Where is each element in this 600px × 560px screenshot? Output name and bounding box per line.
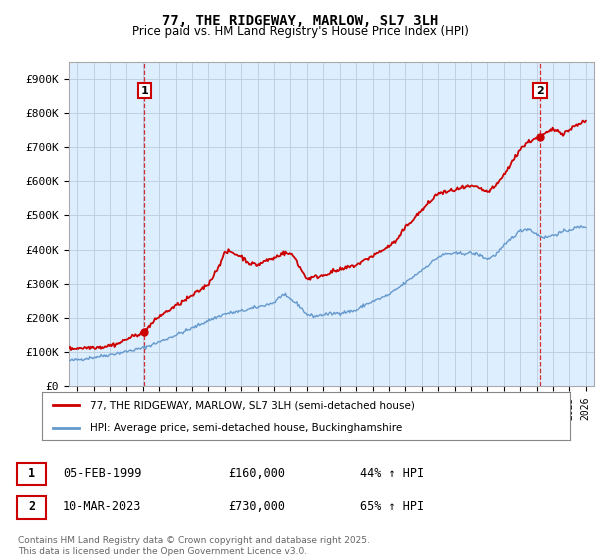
- Text: 1: 1: [28, 466, 35, 480]
- Text: 77, THE RIDGEWAY, MARLOW, SL7 3LH (semi-detached house): 77, THE RIDGEWAY, MARLOW, SL7 3LH (semi-…: [89, 400, 415, 410]
- Text: 65% ↑ HPI: 65% ↑ HPI: [360, 500, 424, 514]
- Text: 2: 2: [536, 86, 544, 96]
- Text: 77, THE RIDGEWAY, MARLOW, SL7 3LH: 77, THE RIDGEWAY, MARLOW, SL7 3LH: [162, 14, 438, 28]
- Text: Price paid vs. HM Land Registry's House Price Index (HPI): Price paid vs. HM Land Registry's House …: [131, 25, 469, 38]
- Text: £160,000: £160,000: [228, 466, 285, 480]
- Text: £730,000: £730,000: [228, 500, 285, 514]
- Text: 05-FEB-1999: 05-FEB-1999: [63, 466, 142, 480]
- Text: 10-MAR-2023: 10-MAR-2023: [63, 500, 142, 514]
- Text: HPI: Average price, semi-detached house, Buckinghamshire: HPI: Average price, semi-detached house,…: [89, 423, 402, 433]
- Text: Contains HM Land Registry data © Crown copyright and database right 2025.
This d: Contains HM Land Registry data © Crown c…: [18, 536, 370, 556]
- Text: 2: 2: [28, 500, 35, 514]
- Text: 44% ↑ HPI: 44% ↑ HPI: [360, 466, 424, 480]
- Text: 1: 1: [140, 86, 148, 96]
